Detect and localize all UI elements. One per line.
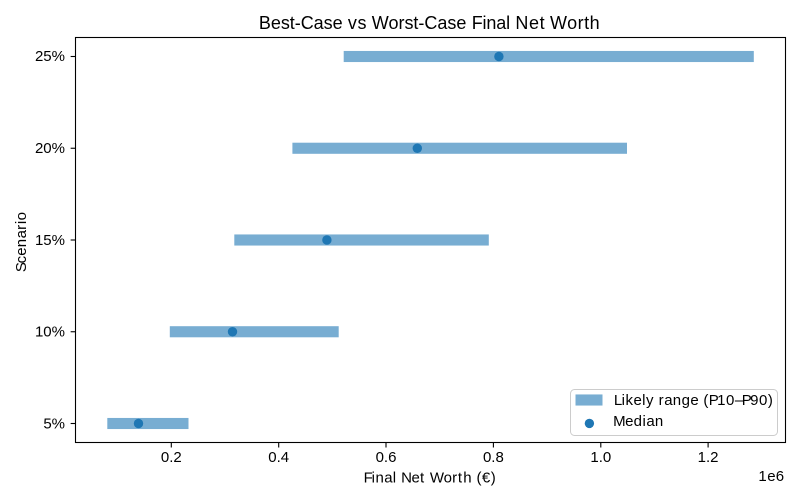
- svg-text:0.2: 0.2: [161, 449, 182, 466]
- svg-text:0.6: 0.6: [376, 449, 397, 466]
- svg-text:Final Net Worth (€): Final Net Worth (€): [364, 470, 496, 487]
- svg-text:10%: 10%: [35, 324, 65, 341]
- svg-text:0.8: 0.8: [483, 449, 504, 466]
- svg-text:Likely range (P10–P90): Likely range (P10–P90): [614, 392, 773, 409]
- svg-text:0.4: 0.4: [268, 449, 289, 466]
- svg-text:5%: 5%: [43, 416, 65, 433]
- svg-text:1.2: 1.2: [698, 449, 719, 466]
- svg-text:1e6: 1e6: [758, 468, 784, 485]
- svg-text:Median: Median: [613, 413, 663, 430]
- svg-text:Scenario: Scenario: [13, 212, 30, 272]
- svg-text:25%: 25%: [35, 48, 65, 65]
- svg-text:1.0: 1.0: [590, 449, 611, 466]
- svg-text:15%: 15%: [35, 232, 65, 249]
- svg-text:20%: 20%: [35, 140, 65, 157]
